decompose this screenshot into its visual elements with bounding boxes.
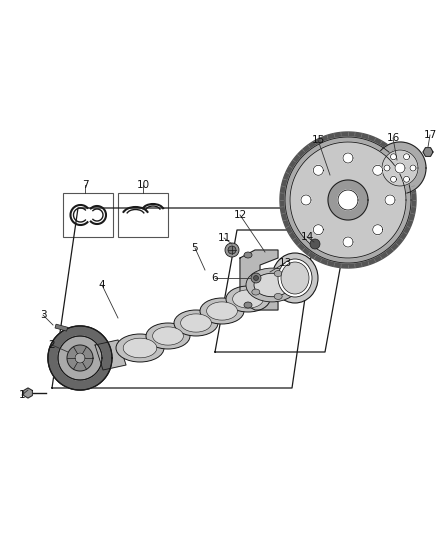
- Polygon shape: [382, 150, 418, 186]
- Polygon shape: [301, 195, 311, 205]
- Circle shape: [254, 276, 258, 280]
- Polygon shape: [58, 336, 102, 380]
- Polygon shape: [343, 153, 353, 163]
- Circle shape: [310, 239, 320, 249]
- Bar: [55, 324, 67, 331]
- Polygon shape: [290, 142, 406, 258]
- Circle shape: [251, 273, 261, 283]
- Polygon shape: [280, 132, 416, 268]
- Polygon shape: [313, 225, 323, 235]
- Bar: [63, 193, 113, 237]
- Ellipse shape: [272, 253, 318, 303]
- Ellipse shape: [152, 327, 184, 345]
- Polygon shape: [410, 165, 416, 171]
- Ellipse shape: [146, 323, 190, 349]
- Ellipse shape: [116, 334, 164, 362]
- Ellipse shape: [281, 262, 309, 294]
- Polygon shape: [328, 180, 368, 220]
- Text: 10: 10: [137, 180, 149, 190]
- Ellipse shape: [274, 293, 282, 300]
- Ellipse shape: [244, 252, 252, 258]
- Text: 16: 16: [386, 133, 399, 143]
- Polygon shape: [391, 154, 396, 160]
- Polygon shape: [67, 345, 93, 371]
- Polygon shape: [343, 237, 353, 247]
- Ellipse shape: [288, 282, 296, 288]
- Polygon shape: [373, 225, 383, 235]
- Polygon shape: [48, 326, 112, 390]
- Bar: [118, 193, 168, 237]
- Ellipse shape: [226, 286, 270, 312]
- Polygon shape: [338, 190, 358, 210]
- Ellipse shape: [233, 290, 263, 308]
- Polygon shape: [240, 250, 278, 310]
- Polygon shape: [395, 163, 405, 173]
- Polygon shape: [385, 195, 395, 205]
- Polygon shape: [423, 148, 433, 156]
- Polygon shape: [95, 340, 126, 370]
- Text: 14: 14: [300, 232, 314, 242]
- Text: 11: 11: [217, 233, 231, 243]
- Text: 17: 17: [424, 130, 437, 140]
- Text: 13: 13: [279, 258, 292, 268]
- Ellipse shape: [274, 271, 282, 277]
- Text: 12: 12: [233, 210, 247, 220]
- Text: 6: 6: [212, 273, 218, 283]
- Ellipse shape: [252, 289, 260, 295]
- Text: 4: 4: [99, 280, 105, 290]
- Text: 5: 5: [192, 243, 198, 253]
- Text: 7: 7: [82, 180, 88, 190]
- Polygon shape: [24, 388, 32, 398]
- Polygon shape: [391, 176, 396, 182]
- Ellipse shape: [254, 273, 290, 297]
- Polygon shape: [48, 326, 112, 390]
- Ellipse shape: [252, 275, 260, 281]
- Ellipse shape: [244, 302, 252, 308]
- Circle shape: [228, 246, 236, 254]
- Polygon shape: [373, 165, 383, 175]
- Polygon shape: [58, 336, 102, 380]
- Text: 15: 15: [311, 135, 325, 145]
- Ellipse shape: [174, 310, 218, 336]
- Polygon shape: [285, 137, 411, 263]
- Ellipse shape: [200, 298, 244, 324]
- Polygon shape: [374, 142, 426, 194]
- Polygon shape: [384, 165, 390, 171]
- Circle shape: [225, 243, 239, 257]
- Text: 2: 2: [49, 340, 55, 350]
- Polygon shape: [403, 176, 410, 182]
- Polygon shape: [313, 165, 323, 175]
- Text: 3: 3: [40, 310, 46, 320]
- Ellipse shape: [207, 302, 237, 320]
- Polygon shape: [403, 154, 410, 160]
- Polygon shape: [75, 353, 85, 363]
- Text: 1: 1: [19, 390, 25, 400]
- Ellipse shape: [278, 259, 312, 297]
- Ellipse shape: [246, 268, 298, 302]
- Ellipse shape: [123, 338, 157, 358]
- Ellipse shape: [180, 314, 212, 332]
